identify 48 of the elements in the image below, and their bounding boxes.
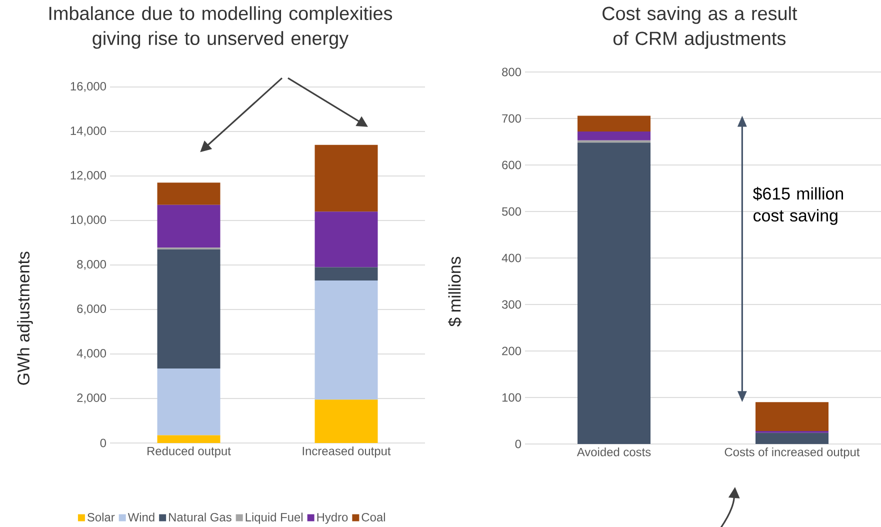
bar	[157, 249, 220, 368]
legend-label: Solar	[87, 512, 115, 522]
y-tick-label: 2,000	[77, 394, 106, 404]
bar	[314, 400, 378, 443]
bar	[578, 132, 651, 140]
y-tick-label: 4,000	[76, 349, 106, 359]
y-tick-label: 400	[502, 254, 522, 262]
y-tick-label: 10,000	[70, 216, 106, 226]
y-tick-label: 0	[100, 438, 106, 448]
bar	[578, 142, 651, 444]
y-tick-label: 6,000	[77, 304, 106, 314]
y-tick-label: 0	[515, 440, 522, 448]
y-tick-label: 800	[502, 68, 522, 76]
y-tick-label: 100	[502, 393, 522, 402]
bar	[157, 435, 220, 443]
bar	[157, 204, 220, 248]
legend-label: Natural Gas	[169, 512, 232, 522]
y-tick-label: 12,000	[70, 171, 106, 181]
y-tick-label: 300	[502, 300, 522, 309]
y-tick-label: 16,000	[70, 82, 106, 92]
x-tick-label: Costs of increased output	[724, 448, 860, 459]
bar	[314, 212, 378, 268]
chart-title: Imbalance due to modelling complexities giving rise to unserved energy	[49, 6, 392, 49]
bar	[756, 432, 829, 444]
y-tick-label: 500	[502, 207, 522, 216]
y-tick-label: 8,000	[77, 260, 106, 270]
legend-label: Coal	[362, 512, 385, 522]
y-axis-title: $ millions	[448, 256, 462, 327]
bar	[157, 182, 220, 205]
y-axis-title: GWh adjustments	[17, 252, 33, 385]
legend-label: Hydro	[317, 512, 348, 524]
y-tick-label: 700	[502, 114, 522, 123]
bar	[314, 267, 378, 281]
bar	[157, 368, 220, 436]
chart-title: Cost saving as a result of CRM adjustments	[602, 6, 798, 49]
bar	[756, 402, 829, 431]
x-tick-label: Avoided costs	[576, 448, 651, 456]
legend-label: Liquid Fuel	[246, 512, 302, 524]
y-tick-label: 600	[502, 160, 522, 170]
bar	[314, 280, 378, 400]
bar	[314, 144, 378, 212]
x-tick-label: Reduced output	[148, 446, 231, 458]
y-tick-label: 14,000	[70, 126, 106, 136]
y-tick-label: 200	[502, 346, 522, 356]
annotation: $615 million cost saving	[753, 186, 843, 225]
x-tick-label: Increased output	[302, 446, 391, 458]
legend-label: Wind	[128, 512, 154, 522]
bar	[578, 116, 651, 132]
